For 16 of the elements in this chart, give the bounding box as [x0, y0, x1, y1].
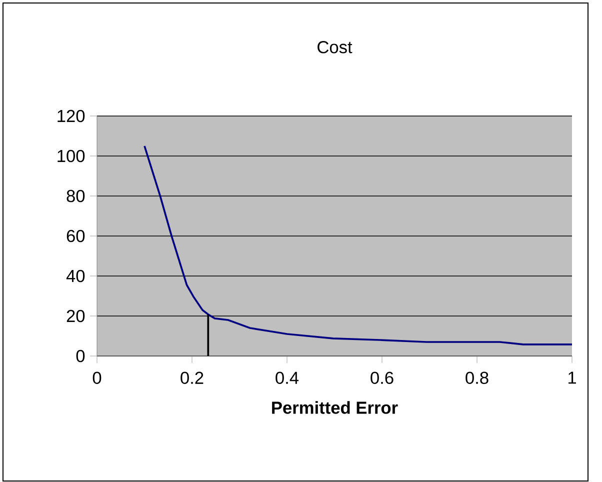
y-tick-label: 80 — [66, 190, 85, 202]
x-tick-label: 0.8 — [466, 372, 488, 384]
x-tick-label: 1 — [568, 372, 576, 384]
line-series — [144, 145, 573, 346]
y-tick-label: 100 — [58, 150, 85, 162]
y-tick-label: 0 — [76, 350, 85, 362]
x-tick-label: 0.6 — [370, 372, 394, 384]
y-tick-label: 20 — [66, 310, 85, 322]
x-tick-label: 0 — [92, 372, 102, 384]
x-tick-label: 0.4 — [276, 372, 299, 384]
y-tick-label: 60 — [66, 230, 85, 242]
x-tick-label: 0.2 — [180, 372, 204, 384]
x-axis-title: Permitted Error — [272, 401, 398, 414]
y-tick-label: 40 — [66, 270, 85, 282]
y-tick-label: 120 — [58, 110, 85, 122]
chart-title: Cost — [318, 41, 352, 54]
